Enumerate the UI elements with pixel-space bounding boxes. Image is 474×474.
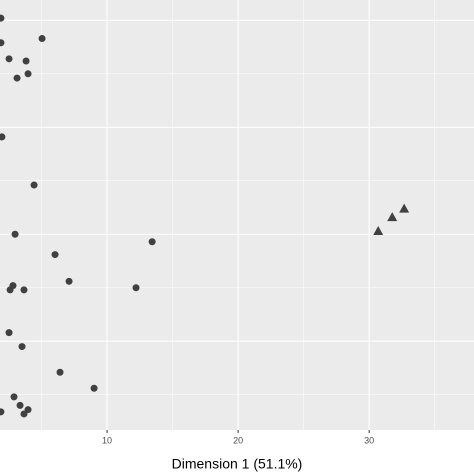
point [24, 70, 32, 78]
point [0, 39, 5, 47]
point [0, 408, 5, 416]
point [51, 251, 59, 259]
point [16, 401, 24, 409]
point [13, 74, 21, 82]
point [20, 410, 28, 418]
point [65, 277, 73, 285]
point [387, 212, 398, 222]
point [10, 393, 18, 401]
x-tick-label: 30 [364, 435, 374, 445]
point [399, 203, 410, 213]
x-tick-label: 10 [102, 435, 112, 445]
point [132, 284, 140, 292]
point [5, 55, 13, 63]
point [90, 384, 98, 392]
point [0, 133, 6, 141]
x-tick-label: 20 [233, 435, 243, 445]
point [5, 329, 13, 337]
point [38, 35, 46, 43]
point [18, 343, 26, 351]
panel [0, 0, 474, 430]
point [30, 181, 38, 189]
point [373, 226, 384, 236]
point [22, 57, 30, 65]
point [6, 286, 14, 294]
point [148, 238, 156, 246]
point [0, 14, 5, 22]
point [11, 230, 19, 238]
point [20, 286, 28, 294]
x-axis-label: Dimension 1 (51.1%) [172, 456, 303, 472]
point [56, 368, 64, 376]
